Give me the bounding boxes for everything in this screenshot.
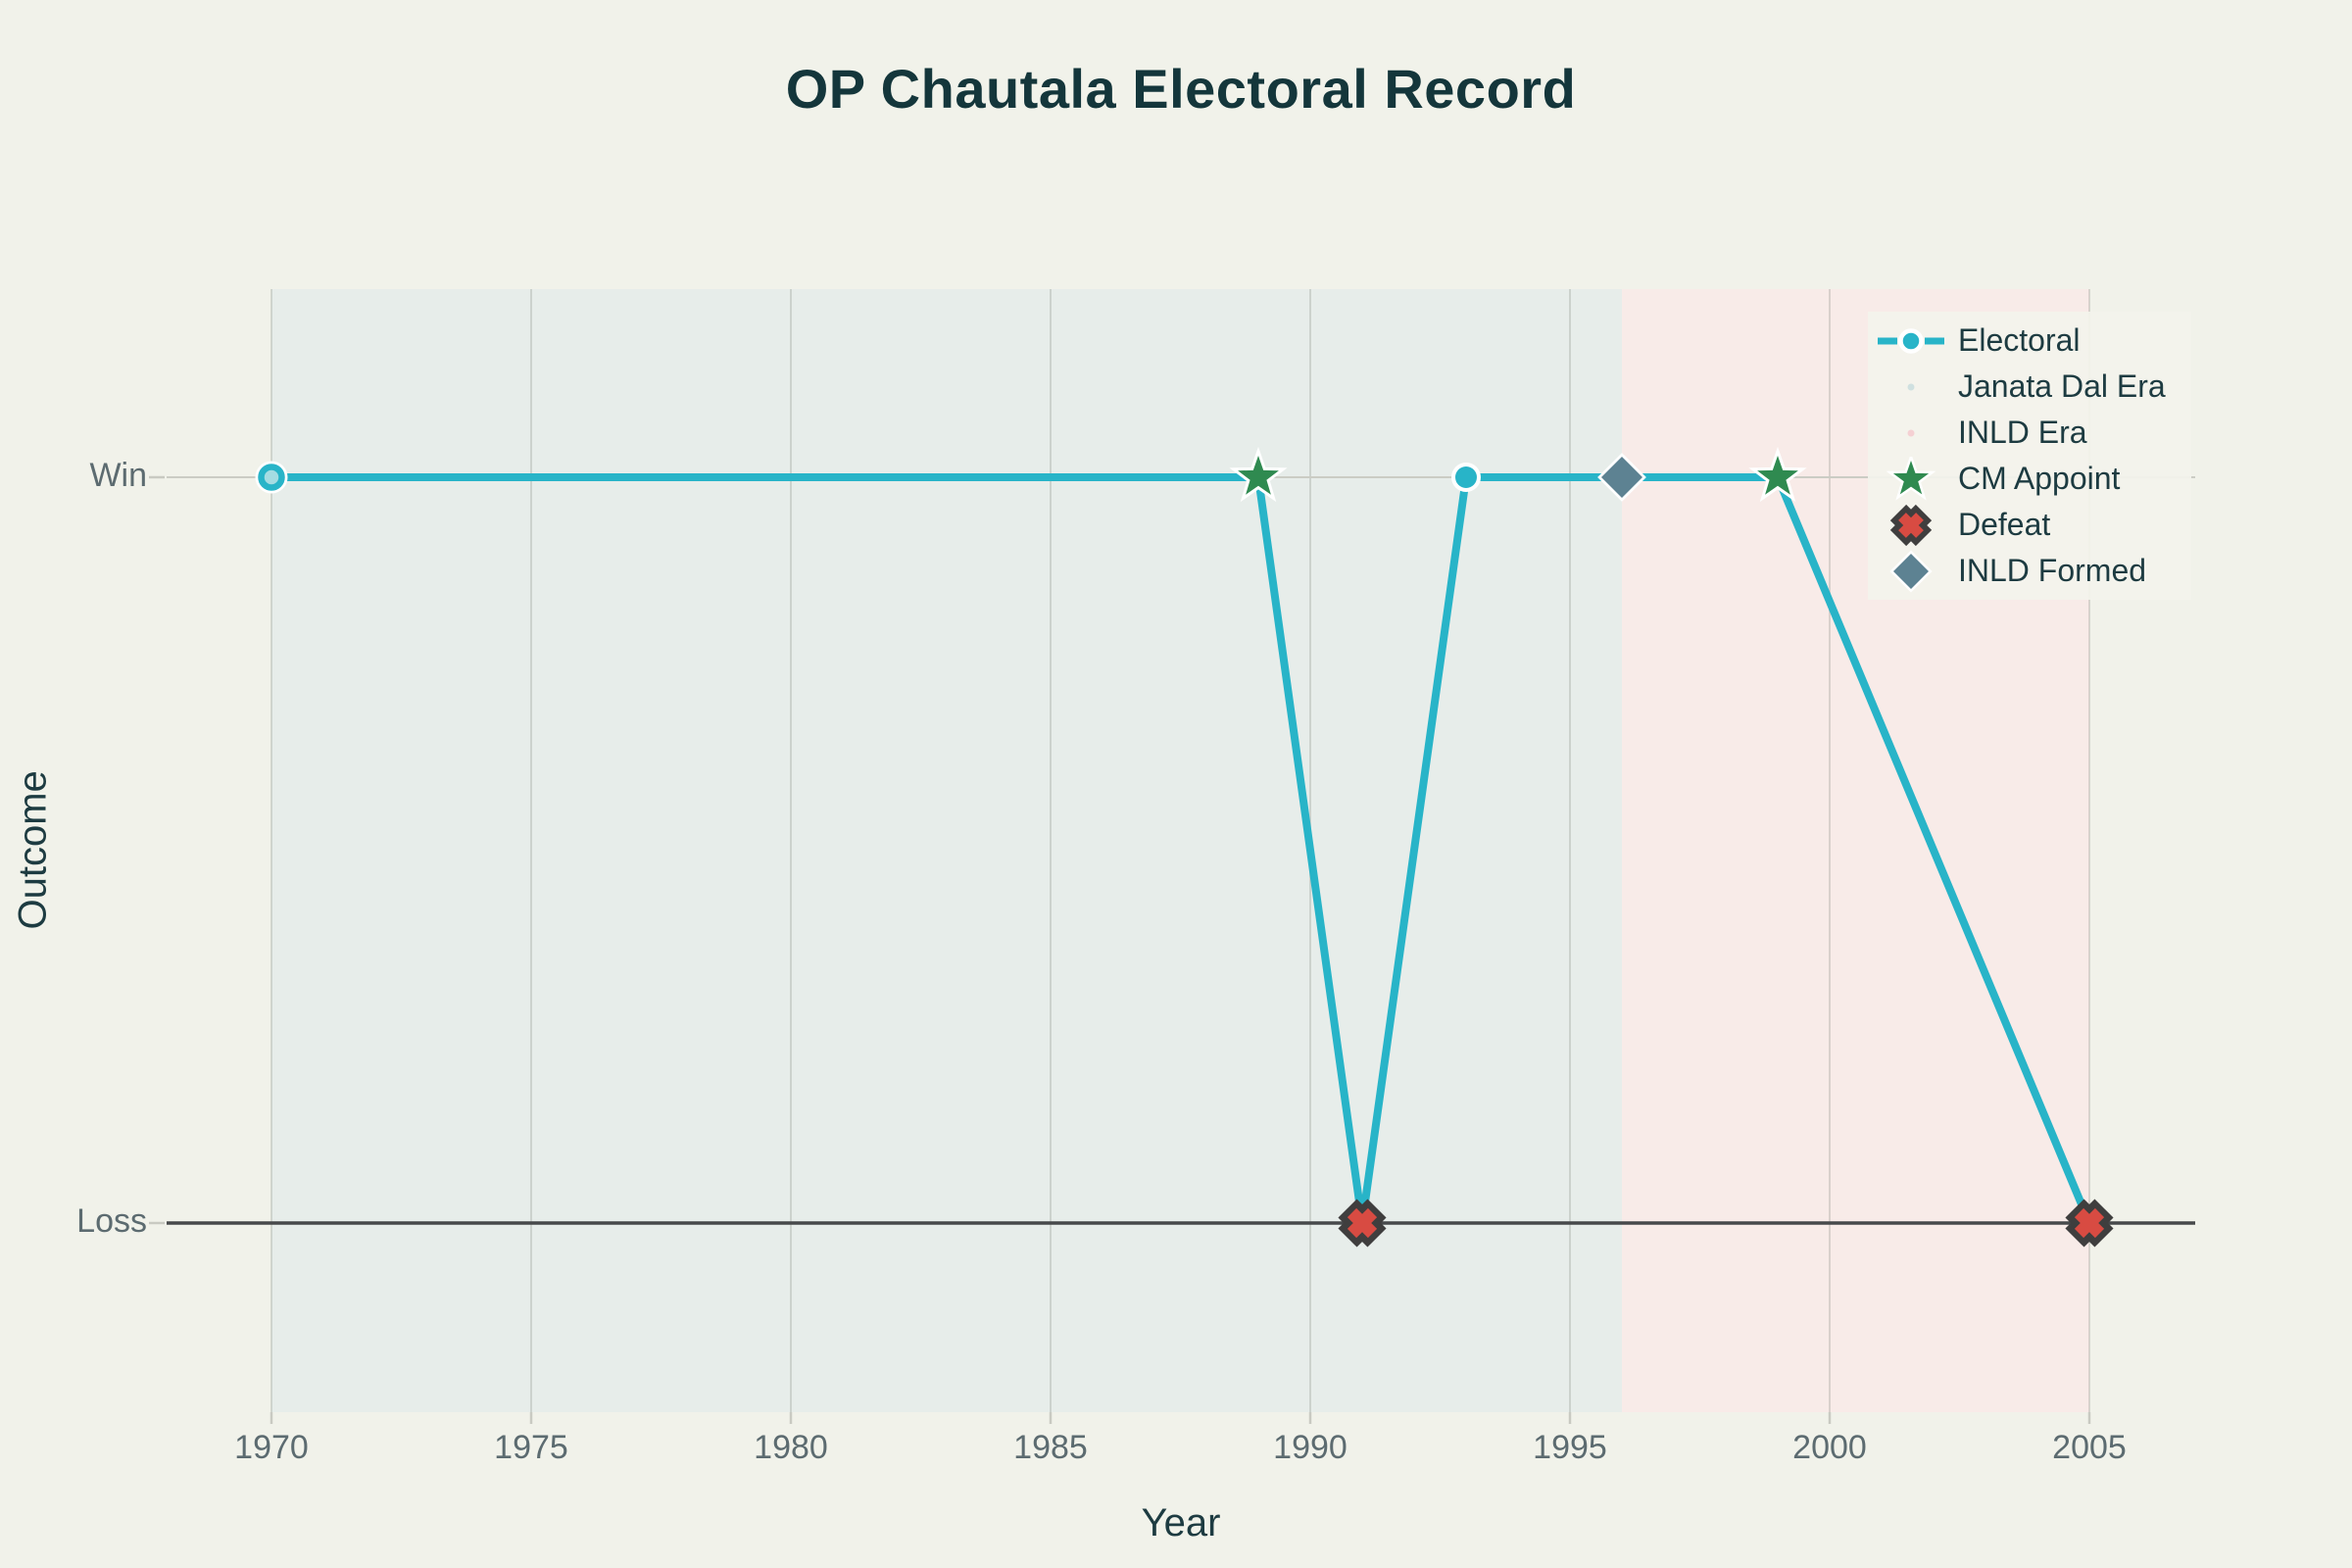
- electoral-line: [268, 473, 2093, 1227]
- marker-open-circle-1970: [258, 464, 285, 491]
- legend-item-janata-dal-era: Janata Dal Era: [1876, 364, 2166, 410]
- x-tick-label-1995: 1995: [1533, 1429, 1607, 1466]
- y-tick-label-loss: Loss: [76, 1202, 147, 1240]
- x-tick-label-1990: 1990: [1273, 1429, 1348, 1466]
- marker-cm-appoint-1989: [1229, 446, 1288, 503]
- marker-cm-appoint-1999: [1748, 446, 1807, 503]
- legend-item-label: Electoral: [1958, 322, 2081, 358]
- x-tick-label-2000: 2000: [1792, 1429, 1867, 1466]
- cm-appoint-legend-icon: [1886, 456, 1936, 501]
- x-tick-label-1970: 1970: [234, 1429, 309, 1466]
- legend-item-label: INLD Era: [1958, 415, 2087, 450]
- legend-item-cm-appoint: CM Appoint: [1876, 456, 2166, 502]
- x-tick-label-2005: 2005: [2052, 1429, 2127, 1466]
- x-tick-label-1980: 1980: [754, 1429, 828, 1466]
- legend-item-label: Janata Dal Era: [1958, 368, 2166, 404]
- janata-dal-era-legend-icon: [1907, 383, 1915, 390]
- inld-era-legend-icon: [1907, 429, 1915, 436]
- marker-defeat-1991: [1338, 1199, 1387, 1248]
- marker-defeat-2005: [2065, 1199, 2114, 1248]
- legend: Electoral Janata Dal Era INLD Era CM Appoin…: [1868, 312, 2191, 600]
- x-tick-label-1985: 1985: [1013, 1429, 1088, 1466]
- legend-item-electoral: Electoral: [1876, 318, 2166, 364]
- legend-item-label: INLD Formed: [1958, 553, 2147, 588]
- legend-item-inld-formed: INLD Formed: [1876, 548, 2166, 594]
- chart-title: OP Chautala Electoral Record: [785, 58, 1577, 120]
- y-axis-title: Outcome: [11, 770, 55, 930]
- era-band-janata-dal-era: [271, 289, 1622, 1412]
- y-tick-label-win: Win: [89, 457, 147, 494]
- electoral-legend-icon: [1878, 327, 1944, 354]
- legend-item-label: Defeat: [1958, 507, 2051, 542]
- marker-dot-1993: [1455, 466, 1477, 488]
- legend-item-defeat: Defeat: [1876, 502, 2166, 548]
- legend-item-inld-era: INLD Era: [1876, 410, 2166, 456]
- legend-item-label: CM Appoint: [1958, 461, 2121, 496]
- defeat-legend-icon: [1889, 504, 1933, 546]
- marker-inld-formed-1996: [1597, 453, 1646, 502]
- inld-formed-legend-icon: [1889, 549, 1933, 593]
- x-axis-title: Year: [1141, 1501, 1221, 1544]
- x-tick-label-1975: 1975: [494, 1429, 568, 1466]
